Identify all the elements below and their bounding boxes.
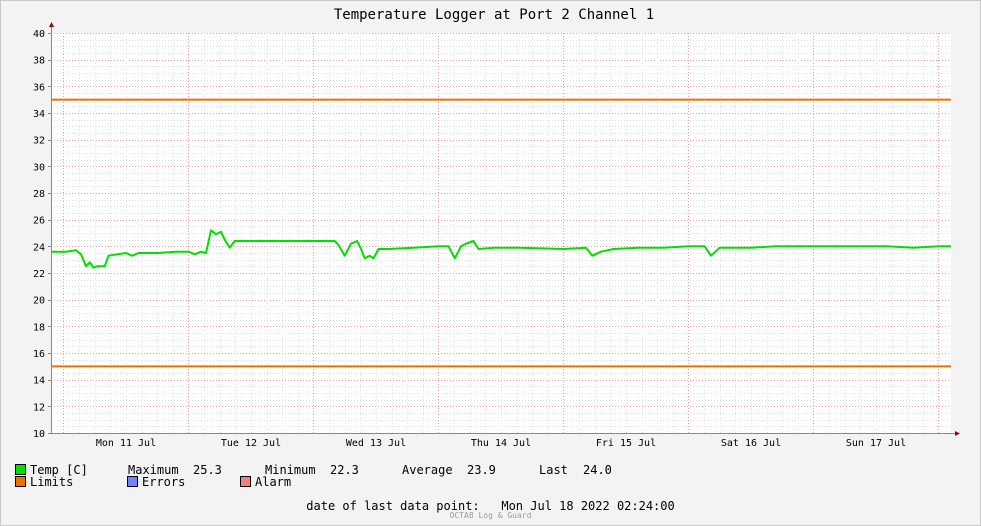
errors-swatch bbox=[127, 476, 138, 487]
limits-swatch bbox=[15, 476, 26, 487]
stat-maximum-label: Maximum bbox=[128, 463, 179, 477]
temp-series-line bbox=[51, 229, 951, 269]
legend-temp-label: Temp [C] bbox=[30, 463, 88, 477]
y-axis-arrow bbox=[49, 22, 54, 27]
y-tick-label: 36 bbox=[33, 82, 45, 93]
y-tick-label: 28 bbox=[33, 189, 45, 200]
legend-errors-label: Errors bbox=[142, 475, 186, 489]
legend-errors: Errors bbox=[127, 475, 185, 489]
stat-minimum-value: 22.3 bbox=[330, 463, 359, 477]
x-tick-labels: Mon 11 Jul Tue 12 Jul Wed 13 Jul Thu 14 Jul… bbox=[96, 438, 906, 449]
chart-title: Temperature Logger at Port 2 Channel 1 bbox=[334, 7, 654, 23]
x-tick-label: Tue 12 Jul bbox=[221, 438, 281, 449]
y-tick-labels: 10 12 14 16 18 20 22 24 26 28 30 32 34 36 38 40 bbox=[33, 29, 51, 440]
legend-temp: Temp [C] bbox=[15, 463, 88, 477]
y-tick-label: 34 bbox=[33, 109, 45, 120]
legend-limits-label: Limits bbox=[30, 475, 74, 489]
legend-limits: Limits bbox=[15, 475, 73, 489]
y-tick-label: 22 bbox=[33, 269, 45, 280]
y-tick-label: 32 bbox=[33, 136, 45, 147]
stat-last-label: Last bbox=[539, 463, 568, 477]
y-tick-label: 18 bbox=[33, 322, 45, 333]
y-tick-label: 38 bbox=[33, 56, 45, 67]
last-data-point-label: date of last data point: bbox=[306, 499, 480, 513]
limit-lines bbox=[51, 98, 951, 368]
y-tick-label: 20 bbox=[33, 296, 45, 307]
y-tick-label: 16 bbox=[33, 349, 45, 360]
y-tick-label: 10 bbox=[33, 429, 45, 440]
grid bbox=[51, 33, 951, 434]
x-tick-label: Sun 17 Jul bbox=[846, 438, 906, 449]
y-tick-label: 30 bbox=[33, 162, 45, 173]
y-tick-label: 24 bbox=[33, 242, 45, 253]
credit-text: OCTA8 Log & Guard bbox=[449, 511, 532, 520]
last-data-point-value: Mon Jul 18 2022 02:24:00 bbox=[501, 499, 675, 513]
x-tick-label: Thu 14 Jul bbox=[471, 438, 531, 449]
stat-average-label: Average bbox=[402, 463, 453, 477]
y-tick-label: 26 bbox=[33, 216, 45, 227]
series-lines bbox=[51, 229, 951, 269]
y-tick-label: 40 bbox=[33, 29, 45, 40]
legend-alarm-label: Alarm bbox=[255, 475, 292, 489]
alarm-swatch bbox=[240, 476, 251, 487]
last-data-point: date of last data point: Mon Jul 18 2022… bbox=[0, 499, 981, 513]
x-tick-label: Sat 16 Jul bbox=[721, 438, 781, 449]
stat-minimum-label: Minimum bbox=[265, 463, 316, 477]
y-tick-label: 14 bbox=[33, 376, 45, 387]
x-tick-label: Wed 13 Jul bbox=[346, 438, 406, 449]
stat-maximum-value: 25.3 bbox=[193, 463, 222, 477]
stat-average-value: 23.9 bbox=[467, 463, 496, 477]
x-tick-label: Fri 15 Jul bbox=[596, 438, 656, 449]
legend-alarm: Alarm bbox=[240, 475, 291, 489]
x-axis-arrow bbox=[955, 431, 960, 436]
temp-swatch bbox=[15, 464, 26, 475]
x-tick-label: Mon 11 Jul bbox=[96, 438, 156, 449]
y-tick-label: 12 bbox=[33, 402, 45, 413]
stat-last-value: 24.0 bbox=[583, 463, 612, 477]
